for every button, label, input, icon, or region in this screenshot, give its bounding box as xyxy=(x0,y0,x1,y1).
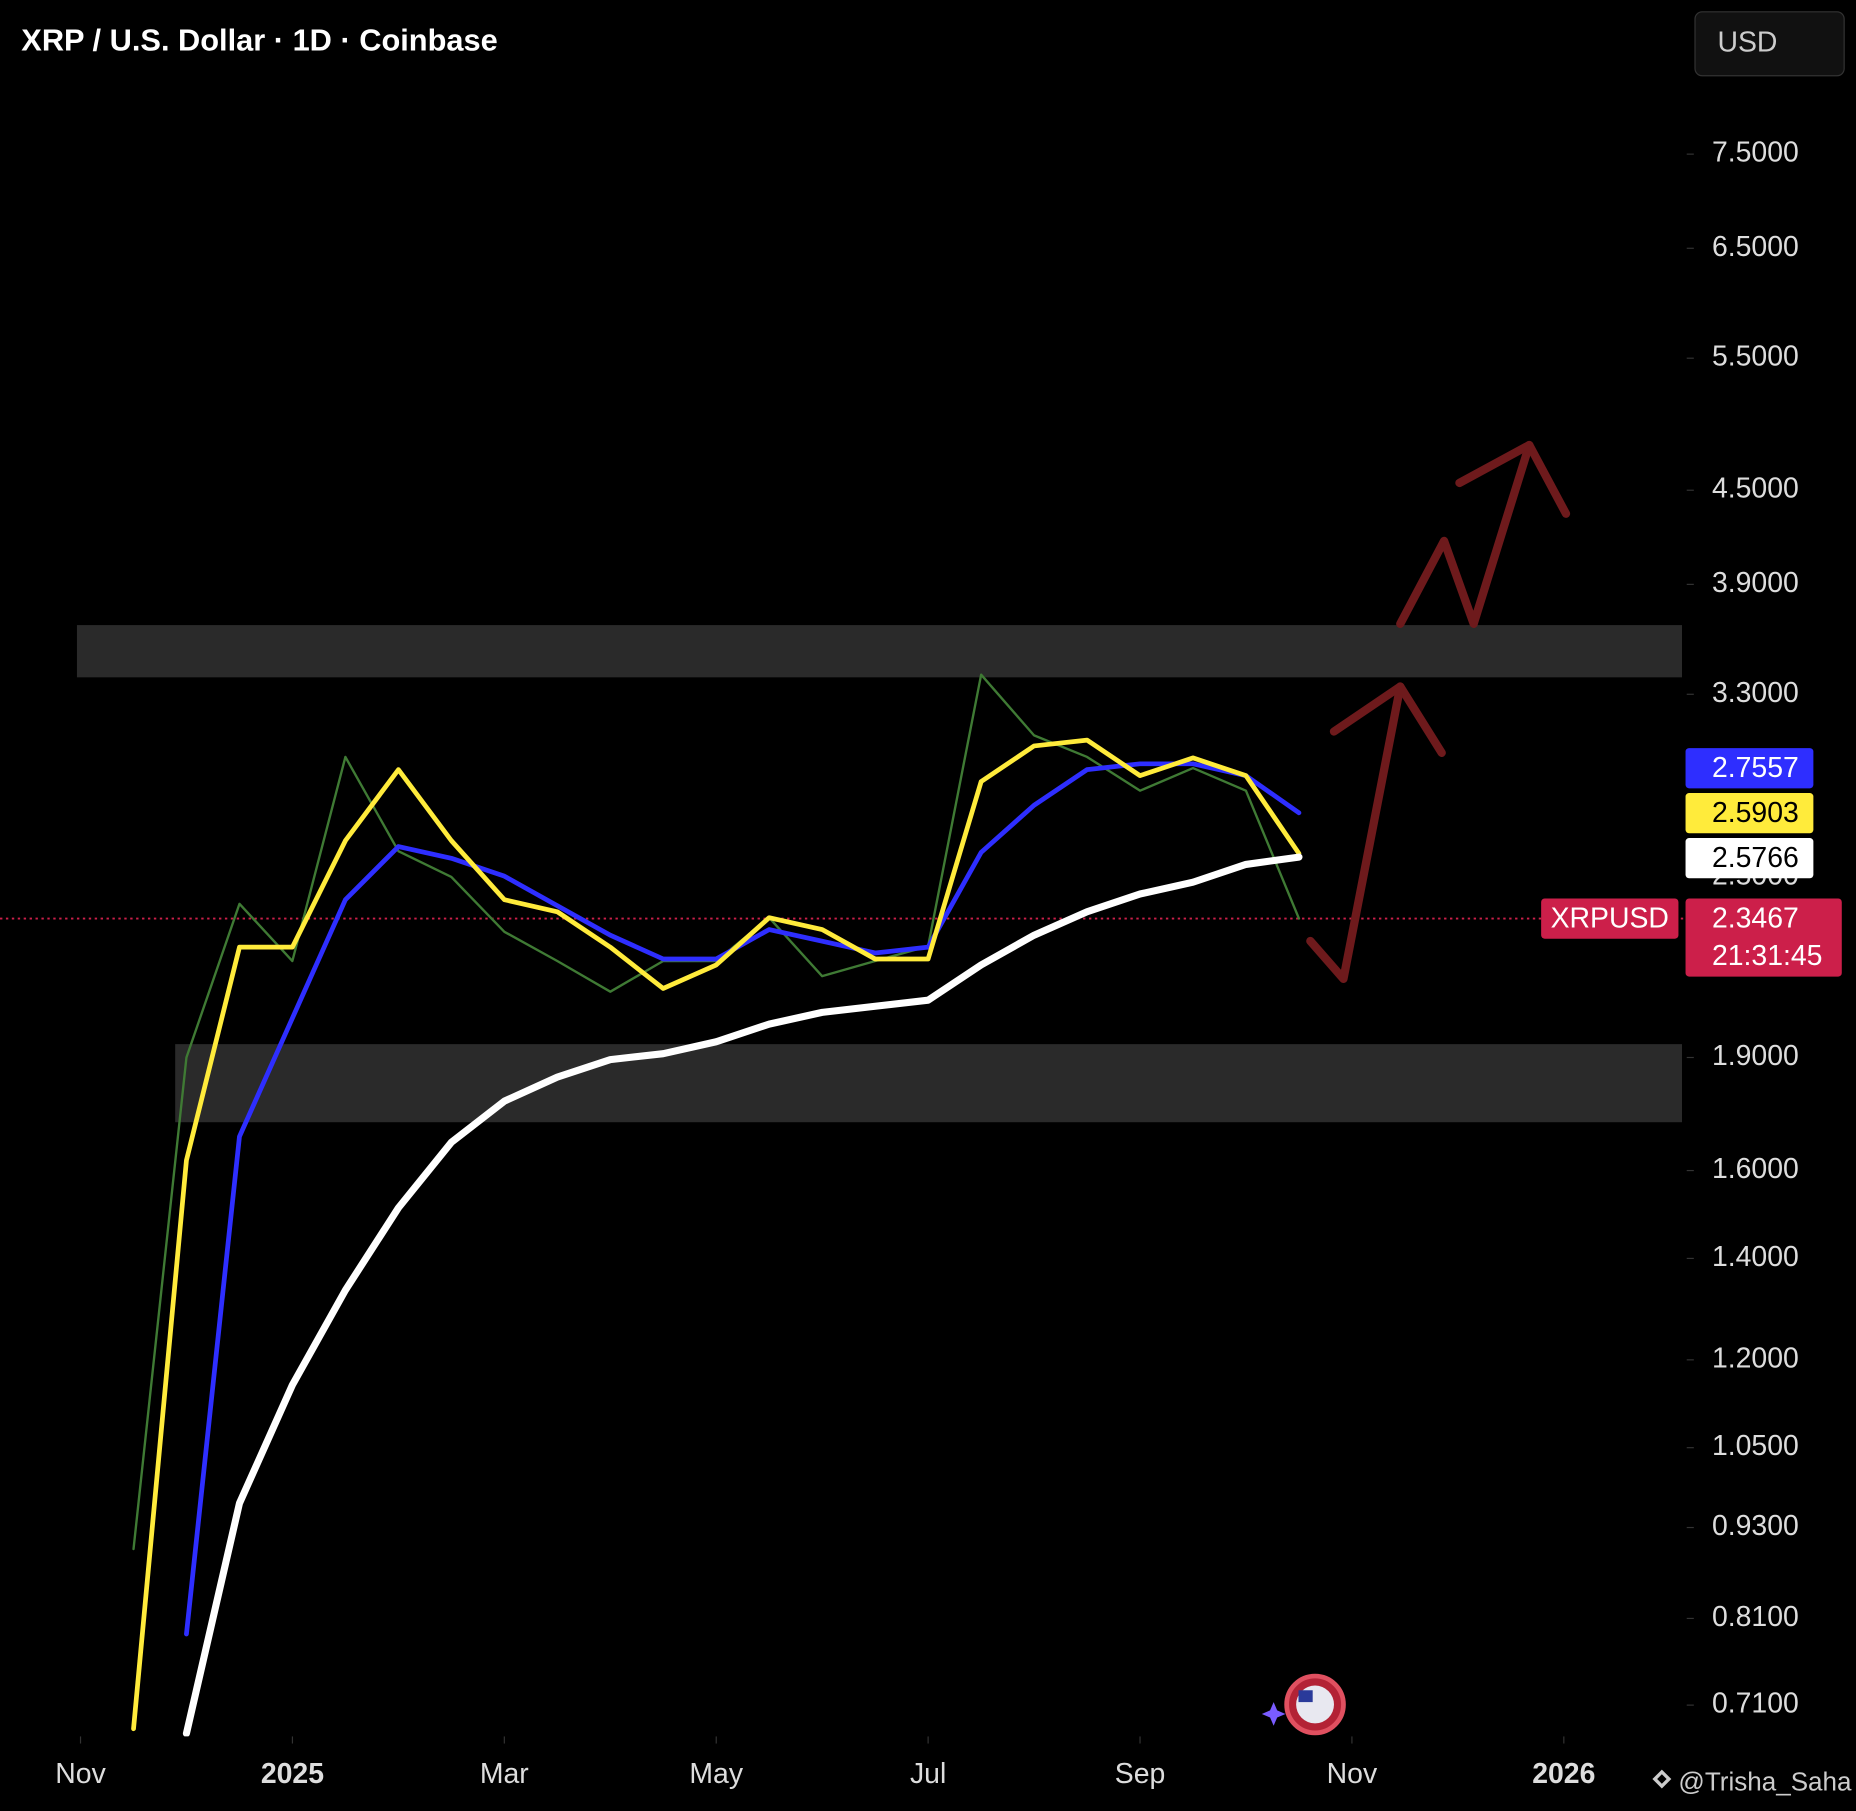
zone xyxy=(175,1044,1682,1123)
sparkle xyxy=(1261,1702,1286,1726)
moving-average xyxy=(182,853,1303,1737)
x-tick-label: Jul xyxy=(910,1758,946,1790)
x-tick-label: Mar xyxy=(480,1758,529,1790)
x-tick-label: 2026 xyxy=(1532,1758,1595,1790)
y-tick-label: 1.0500 xyxy=(1712,1430,1799,1462)
symbol-tag xyxy=(1541,898,1679,939)
price-tag xyxy=(1685,793,1814,834)
y-tick-label: 1.9000 xyxy=(1712,1040,1799,1072)
last-price-tag xyxy=(1685,898,1842,977)
y-tick-label: 3.9000 xyxy=(1712,567,1799,599)
y-tick-label: 6.5000 xyxy=(1712,231,1799,263)
symbol-label: XRPUSD xyxy=(1551,902,1669,934)
x-tick-label: Nov xyxy=(1327,1758,1378,1790)
price-tag-label: 2.5766 xyxy=(1712,842,1799,874)
y-tick-label: 0.7100 xyxy=(1712,1688,1799,1720)
countdown: 21:31:45 xyxy=(1712,940,1823,972)
projection-leg xyxy=(1306,682,1405,984)
y-tick-label: 1.4000 xyxy=(1712,1241,1799,1273)
last-price-label: 2.3467 xyxy=(1712,902,1799,934)
price-tag-label: 2.5903 xyxy=(1712,797,1799,829)
price-tags: 2.7557 2.5903 2.5766 XRPUSD 2.3467 21:31:45 xyxy=(1541,748,1842,977)
projection-arrow xyxy=(1306,440,1571,984)
y-tick-label: 7.5000 xyxy=(1712,137,1799,169)
x-axis: Nov 2025 Mar May Jul Sep Nov 2026 xyxy=(55,1736,1595,1790)
currency-button[interactable] xyxy=(1694,11,1845,77)
price-tag xyxy=(1685,838,1814,879)
currency-label[interactable]: USD xyxy=(1718,26,1778,58)
moving-average xyxy=(131,737,1302,1732)
plot-area xyxy=(0,673,1687,1737)
arrow-head xyxy=(1329,682,1446,757)
price-tag-label: 2.7557 xyxy=(1712,752,1799,784)
y-tick-label: 3.3000 xyxy=(1712,677,1799,709)
flag-icon xyxy=(1261,1673,1346,1736)
y-tick-label: 0.9300 xyxy=(1712,1510,1799,1542)
zone xyxy=(76,625,1682,678)
flag-canton xyxy=(1298,1690,1313,1703)
x-tick-label: 2025 xyxy=(261,1758,324,1790)
projection-leg xyxy=(1396,440,1534,628)
y-tick-label: 5.5000 xyxy=(1712,341,1799,373)
x-tick-label: Nov xyxy=(55,1758,106,1790)
x-tick-label: May xyxy=(689,1758,743,1790)
zones xyxy=(76,625,1682,1123)
chart-title: XRP / U.S. Dollar · 1D · Coinbase xyxy=(21,23,497,58)
y-tick-label: 0.8100 xyxy=(1712,1601,1799,1633)
y-tick-label: 4.5000 xyxy=(1712,473,1799,505)
price-tag xyxy=(1685,748,1814,789)
x-tick-label: Sep xyxy=(1115,1758,1166,1790)
watermark: @Trisha_Saha xyxy=(1678,1767,1852,1797)
y-tick-label: 1.2000 xyxy=(1712,1342,1799,1374)
y-tick-label: 1.6000 xyxy=(1712,1153,1799,1185)
arrow-head xyxy=(1455,440,1571,518)
